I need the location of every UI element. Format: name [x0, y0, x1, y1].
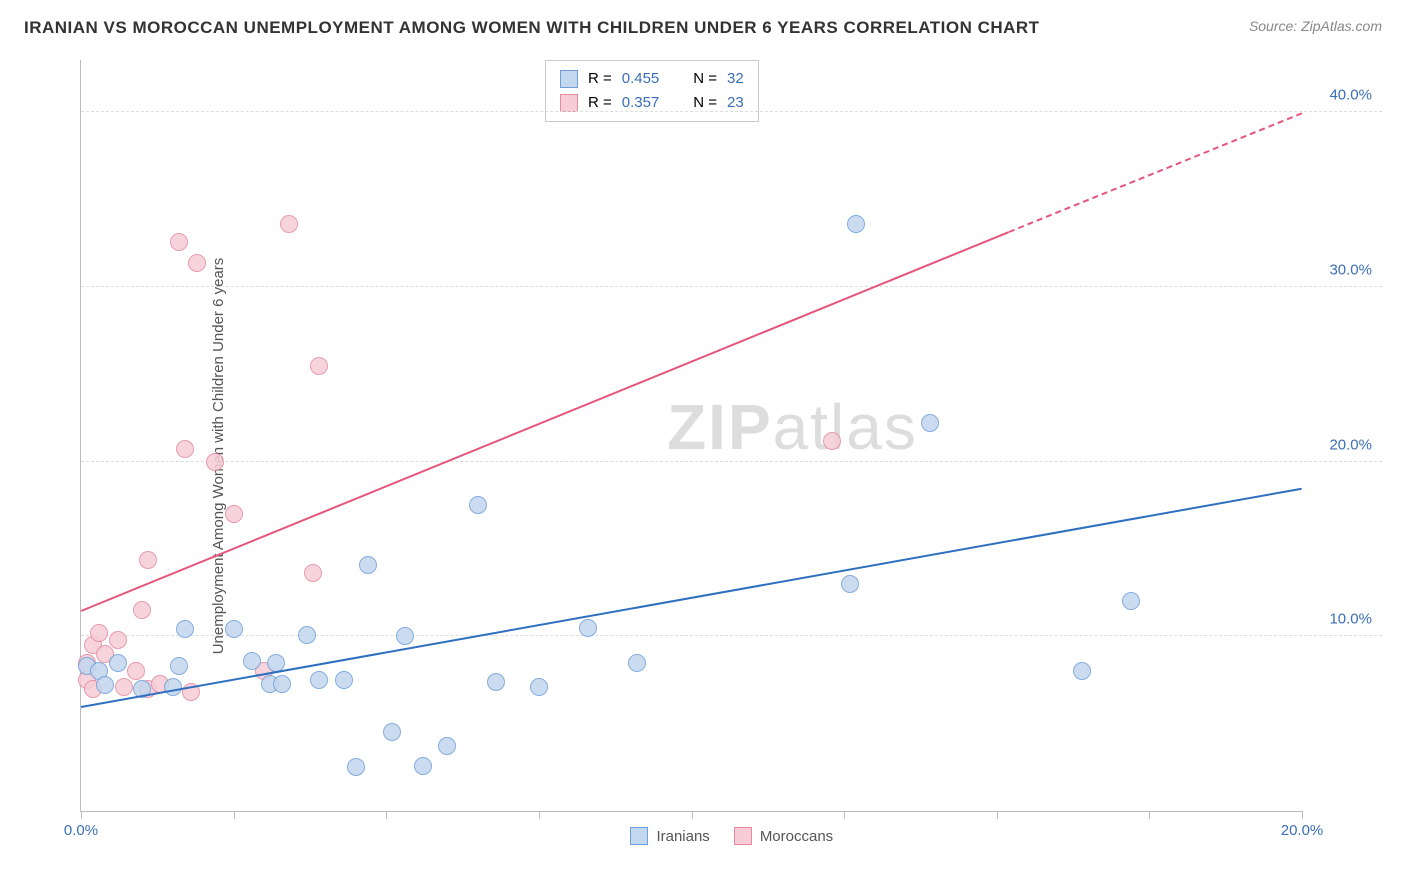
data-point — [96, 676, 114, 694]
data-point — [628, 654, 646, 672]
data-point — [1073, 662, 1091, 680]
legend-swatch — [560, 94, 578, 112]
data-point — [359, 556, 377, 574]
gridline — [81, 111, 1382, 112]
x-tick — [386, 811, 387, 819]
data-point — [530, 678, 548, 696]
x-tick — [234, 811, 235, 819]
legend-label: Moroccans — [760, 828, 833, 845]
data-point — [90, 624, 108, 642]
data-point — [115, 678, 133, 696]
data-point — [383, 723, 401, 741]
data-point — [823, 432, 841, 450]
data-point — [347, 758, 365, 776]
n-value: 32 — [727, 67, 744, 91]
trend-line-extrapolated — [1009, 112, 1303, 233]
gridline — [81, 286, 1382, 287]
data-point — [225, 505, 243, 523]
x-tick — [692, 811, 693, 819]
data-point — [109, 654, 127, 672]
legend-label: Iranians — [656, 828, 709, 845]
data-point — [176, 440, 194, 458]
data-point — [396, 627, 414, 645]
data-point — [469, 496, 487, 514]
series-legend: Iranians Moroccans — [630, 827, 833, 845]
data-point — [127, 662, 145, 680]
data-point — [109, 631, 127, 649]
trend-line — [81, 231, 1010, 612]
legend-swatch — [560, 70, 578, 88]
data-point — [304, 564, 322, 582]
legend-item: Moroccans — [734, 827, 833, 845]
data-point — [841, 575, 859, 593]
data-point — [243, 652, 261, 670]
plot-region: ZIPatlas R =0.455N =32R =0.357N =23 Iran… — [80, 60, 1302, 812]
x-tick — [844, 811, 845, 819]
x-tick — [1302, 811, 1303, 819]
data-point — [273, 675, 291, 693]
watermark-atlas: atlas — [773, 391, 918, 463]
stats-row: R = 0.455 N = 32 — [560, 67, 744, 91]
gridline — [81, 635, 1382, 636]
data-point — [206, 453, 224, 471]
data-point — [487, 673, 505, 691]
x-tick — [539, 811, 540, 819]
x-tick-label: 0.0% — [64, 822, 98, 839]
data-point — [188, 254, 206, 272]
x-tick — [81, 811, 82, 819]
data-point — [170, 657, 188, 675]
chart-area: Unemployment Among Women with Children U… — [60, 50, 1382, 862]
data-point — [225, 620, 243, 638]
trend-line — [81, 488, 1302, 708]
chart-title: IRANIAN VS MOROCCAN UNEMPLOYMENT AMONG W… — [24, 18, 1040, 38]
data-point — [414, 757, 432, 775]
legend-swatch — [630, 827, 648, 845]
n-label: N = — [693, 67, 717, 91]
y-tick-label: 20.0% — [1329, 436, 1372, 453]
data-point — [298, 626, 316, 644]
stats-legend-box: R =0.455N =32R =0.357N =23 — [545, 60, 759, 122]
data-point — [139, 551, 157, 569]
watermark-zip: ZIP — [667, 391, 773, 463]
data-point — [310, 357, 328, 375]
r-label: R = — [588, 67, 612, 91]
x-tick-label: 20.0% — [1281, 822, 1324, 839]
legend-item: Iranians — [630, 827, 709, 845]
data-point — [280, 215, 298, 233]
data-point — [170, 233, 188, 251]
watermark: ZIPatlas — [667, 390, 918, 464]
gridline — [81, 461, 1382, 462]
data-point — [133, 601, 151, 619]
data-point — [310, 671, 328, 689]
x-tick — [1149, 811, 1150, 819]
x-tick — [997, 811, 998, 819]
data-point — [847, 215, 865, 233]
data-point — [579, 619, 597, 637]
legend-swatch — [734, 827, 752, 845]
data-point — [438, 737, 456, 755]
data-point — [164, 678, 182, 696]
r-value: 0.455 — [622, 67, 660, 91]
y-tick-label: 10.0% — [1329, 611, 1372, 628]
data-point — [921, 414, 939, 432]
source-attribution: Source: ZipAtlas.com — [1249, 18, 1382, 34]
data-point — [176, 620, 194, 638]
y-tick-label: 30.0% — [1329, 262, 1372, 279]
data-point — [1122, 592, 1140, 610]
y-tick-label: 40.0% — [1329, 87, 1372, 104]
data-point — [335, 671, 353, 689]
